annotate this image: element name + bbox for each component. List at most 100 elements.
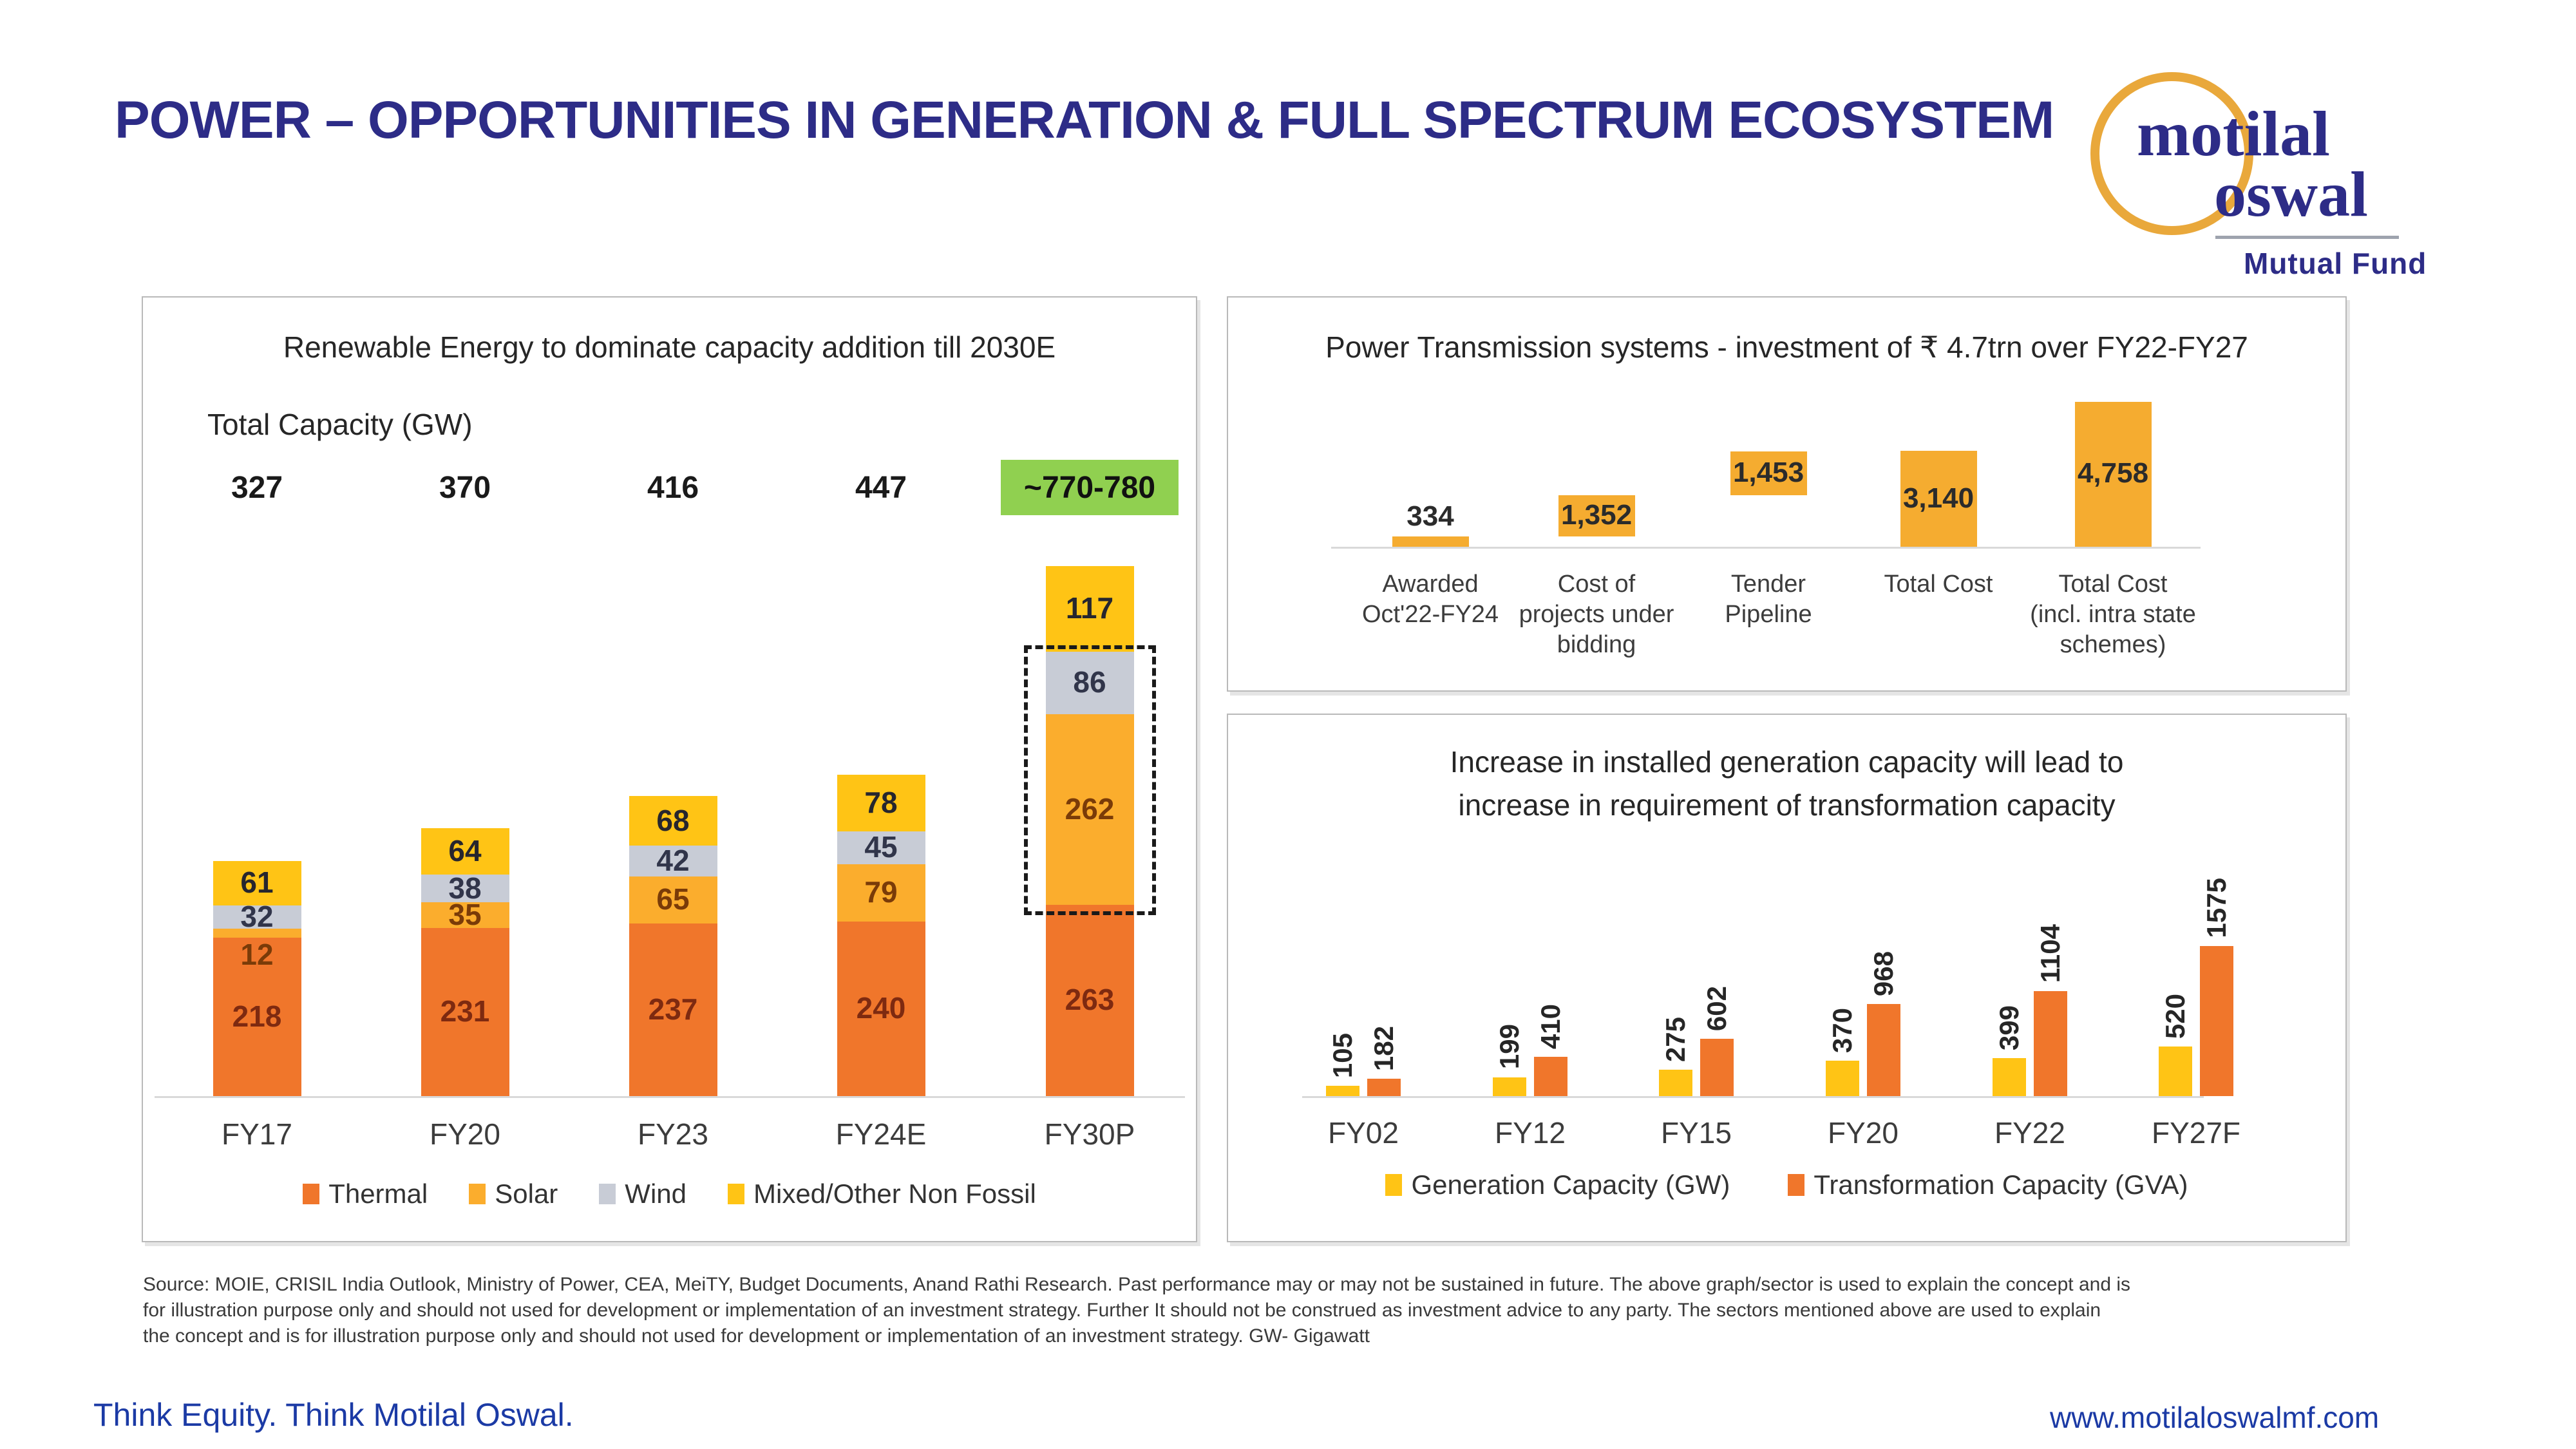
chart-title-transmission: Power Transmission systems - investment … — [1325, 330, 2248, 364]
grouped-bar-trans_orange — [2200, 945, 2233, 1096]
x-axis-category-label: Cost of projects under bidding — [1487, 569, 1706, 660]
chart-title-transformation-line2: increase in requirement of transformatio… — [1458, 788, 2116, 822]
y-axis-caption: Total Capacity (GW) — [207, 408, 473, 441]
total-capacity-value: 447 — [855, 471, 907, 505]
bar-value-label-rotated: 275 — [1660, 1017, 1690, 1063]
x-axis-category-label: FY15 — [1661, 1116, 1732, 1150]
bar-segment-mixed — [837, 774, 925, 831]
footer-tagline: Think Equity. Think Motilal Oswal. — [93, 1397, 574, 1433]
footer-website-link: www.motilaloswalmf.com — [2050, 1401, 2380, 1434]
bar-value-label: 79 — [864, 875, 898, 909]
waterfall-bar — [2074, 401, 2152, 547]
waterfall-bar — [1392, 536, 1469, 547]
logo-tagline: Mutual Fund — [2244, 247, 2427, 280]
bar-segment-solar — [629, 876, 717, 924]
source-note-line: Source: MOIE, CRISIL India Outlook, Mini… — [143, 1274, 2131, 1295]
bar-value-label-rotated: 602 — [1701, 985, 1732, 1031]
legend-label: Solar — [495, 1179, 558, 1209]
legend-swatch-icon — [303, 1184, 320, 1204]
chart-title-transformation-line1: Increase in installed generation capacit… — [1450, 745, 2124, 779]
bar-value-label: 65 — [656, 882, 690, 916]
bar-value-label: 12 — [240, 937, 274, 971]
total-capacity-value: 370 — [439, 471, 491, 505]
bar-value-label-rotated: 410 — [1535, 1004, 1566, 1050]
x-axis-category-label: FY20 — [430, 1117, 500, 1151]
x-axis-category-label: FY22 — [1994, 1116, 2065, 1150]
bar-value-label: 334 — [1406, 500, 1454, 533]
legend-item: Wind — [599, 1179, 687, 1209]
grouped-bar-gen_yellow — [2159, 1046, 2192, 1096]
grouped-bar-gen_yellow — [1326, 1086, 1359, 1096]
waterfall-bar — [1900, 451, 1977, 547]
panel-transmission-investment: Power Transmission systems - investment … — [1227, 296, 2347, 692]
category-label-line: projects under — [1519, 601, 1674, 628]
bar-value-label: 35 — [448, 898, 482, 932]
chart-legend: Thermal Solar Wind Mixed/Other Non Fossil — [143, 1179, 1196, 1209]
bar-value-label: 78 — [864, 785, 898, 819]
category-label-line: bidding — [1557, 631, 1636, 658]
grouped-bar-trans_orange — [1867, 1003, 1900, 1096]
page-title: POWER – OPPORTUNITIES IN GENERATION & FU… — [115, 91, 2054, 149]
bar-segment-solar — [837, 864, 925, 922]
logo-text-oswal: oswal — [2214, 158, 2368, 230]
category-label-line: Awarded — [1382, 571, 1479, 598]
category-label-line: Pipeline — [1725, 601, 1812, 628]
legend-swatch-icon — [1385, 1174, 1403, 1196]
source-note-line: the concept and is for illustration purp… — [143, 1325, 1370, 1347]
bar-segment-mixed — [213, 861, 301, 905]
legend-item: Transformation Capacity (GVA) — [1788, 1170, 2188, 1200]
category-label-line: Tender — [1730, 571, 1806, 598]
bar-segment-solar — [1045, 714, 1134, 905]
total-capacity-value: 416 — [647, 471, 699, 505]
bar-value-label: 4,758 — [2077, 457, 2149, 489]
grouped-bar-gen_yellow — [1826, 1061, 1859, 1096]
x-axis-category-label: FY27F — [2151, 1116, 2241, 1150]
source-note: Source: MOIE, CRISIL India Outlook, Mini… — [143, 1272, 2130, 1349]
total-capacity-value: 327 — [231, 471, 283, 505]
bar-segment-wind — [213, 905, 301, 929]
waterfall-bar — [1558, 495, 1635, 537]
x-axis-category-label: FY24E — [835, 1117, 927, 1151]
grouped-bar-trans_orange — [1700, 1038, 1734, 1096]
grouped-bar-plot: 105 199 275 370 399 520 182 410 602 968 1104 1575 FY… — [1228, 715, 2345, 1241]
bar-value-label-rotated: 399 — [1994, 1005, 2024, 1050]
highlight-dashed-box — [1023, 645, 1156, 915]
x-axis-category-label: FY12 — [1495, 1116, 1566, 1150]
bar-value-label-rotated: 199 — [1494, 1024, 1524, 1070]
x-axis-category-label: FY23 — [638, 1117, 708, 1151]
waterfall-bar-plot: 334 Awarded Oct'22-FY24 1,352 Cost of project… — [1228, 298, 2345, 690]
grouped-bar-trans_orange — [1534, 1057, 1567, 1096]
bar-value-label-rotated: 968 — [1868, 951, 1899, 996]
x-axis-category-label: Awarded Oct'22-FY24 — [1321, 569, 1540, 630]
grouped-bar-trans_orange — [2034, 990, 2067, 1096]
bar-segment-thermal — [213, 937, 301, 1096]
bar-value-label-rotated: 1575 — [2201, 878, 2231, 938]
legend-label: Thermal — [328, 1179, 428, 1209]
bar-value-label: 263 — [1065, 983, 1115, 1017]
bar-value-label: 1,352 — [1560, 499, 1633, 531]
category-label-line: Total Cost — [1884, 571, 1993, 598]
bar-value-label: 1,453 — [1732, 456, 1804, 488]
bar-segment-wind — [1045, 651, 1134, 714]
category-label-line: Total Cost — [2058, 571, 2168, 598]
bar-value-label: 45 — [864, 830, 898, 864]
x-axis-category-label: FY17 — [222, 1117, 292, 1151]
category-label-line: (incl. intra state — [2030, 601, 2196, 628]
legend-item: Generation Capacity (GW) — [1385, 1170, 1730, 1200]
bar-value-label: 231 — [440, 994, 490, 1028]
x-axis-line — [155, 1096, 1185, 1098]
bar-value-label: 42 — [656, 844, 690, 877]
bar-segment-solar — [421, 902, 509, 928]
bar-value-label: 86 — [1073, 665, 1106, 699]
bar-segment-thermal — [1045, 904, 1134, 1096]
source-note-line: for illustration purpose only and should… — [143, 1300, 2101, 1321]
bar-value-label: 38 — [448, 871, 482, 905]
total-highlight-badge: ~770-780 — [1001, 460, 1179, 515]
grouped-bar-gen_yellow — [1493, 1077, 1526, 1096]
legend-label: Mixed/Other Non Fossil — [753, 1179, 1036, 1209]
chart-title-capacity: Renewable Energy to dominate capacity ad… — [283, 330, 1056, 364]
legend-swatch-icon — [1788, 1174, 1805, 1196]
bar-value-label-rotated: 370 — [1827, 1008, 1857, 1054]
bar-segment-thermal — [421, 927, 509, 1096]
bar-segment-mixed — [629, 796, 717, 846]
